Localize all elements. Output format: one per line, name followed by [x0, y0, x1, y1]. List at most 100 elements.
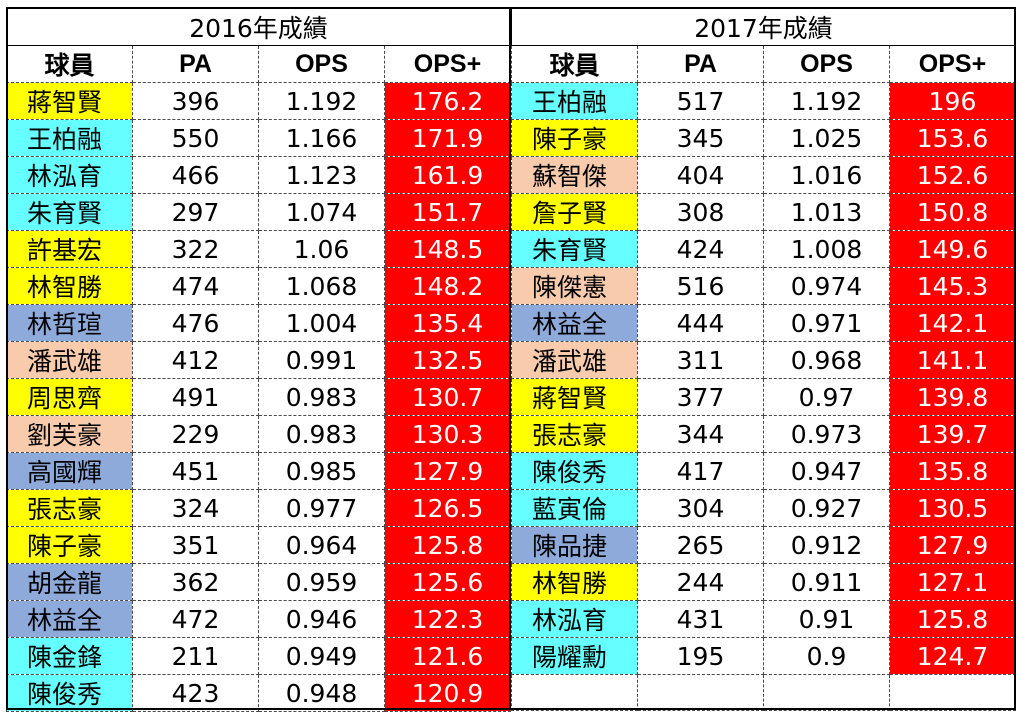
table-row: 胡金龍 362 0.959 125.6 [6, 563, 511, 601]
panel-title: 2017年成績 [511, 7, 1016, 46]
table-row: 陳傑憲 516 0.974 145.3 [511, 267, 1016, 305]
player-name-cell: 蘇智傑 [511, 156, 638, 194]
player-name-cell: 林益全 [511, 304, 638, 342]
pa-cell: 304 [637, 489, 764, 527]
pa-cell: 377 [637, 378, 764, 416]
table-row: 陳俊秀 423 0.948 120.9 [6, 674, 511, 712]
empty-cell [889, 674, 1016, 711]
player-name-cell: 陳品捷 [511, 526, 638, 564]
player-name-cell: 胡金龍 [6, 563, 133, 601]
header-ops-plus: OPS+ [384, 45, 511, 83]
pa-cell: 345 [637, 119, 764, 157]
table-row: 朱育賢 297 1.074 151.7 [6, 193, 511, 231]
player-name-cell: 周思齊 [6, 378, 133, 416]
player-name-cell: 王柏融 [6, 119, 133, 157]
player-name-cell: 陽耀勳 [511, 637, 638, 675]
ops-plus-cell: 132.5 [384, 341, 511, 379]
ops-cell: 1.013 [763, 193, 890, 231]
table-row: 林泓育 466 1.123 161.9 [6, 156, 511, 194]
panel-2017: 2017年成績 球員 PA OPS OPS+ 王柏融 517 1.192 196 陳子豪… [511, 7, 1016, 711]
pa-cell: 322 [132, 230, 259, 268]
header-ops-plus: OPS+ [889, 45, 1016, 83]
pa-cell: 451 [132, 452, 259, 490]
ops-cell: 0.977 [258, 489, 385, 527]
ops-plus-cell: 135.4 [384, 304, 511, 342]
ops-plus-cell: 127.9 [384, 452, 511, 490]
player-name-cell: 張志豪 [511, 415, 638, 453]
ops-plus-cell: 127.9 [889, 526, 1016, 564]
ops-cell: 0.991 [258, 341, 385, 379]
table-row: 王柏融 517 1.192 196 [511, 82, 1016, 120]
pa-cell: 404 [637, 156, 764, 194]
ops-cell: 0.947 [763, 452, 890, 490]
ops-plus-cell: 125.6 [384, 563, 511, 601]
pa-cell: 396 [132, 82, 259, 120]
player-name-cell: 劉芙豪 [6, 415, 133, 453]
pa-cell: 195 [637, 637, 764, 675]
table-row: 張志豪 344 0.973 139.7 [511, 415, 1016, 453]
table-row: 陳子豪 351 0.964 125.8 [6, 526, 511, 564]
pa-cell: 211 [132, 637, 259, 675]
empty-cell [763, 674, 890, 711]
ops-plus-cell: 124.7 [889, 637, 1016, 675]
ops-cell: 1.192 [763, 82, 890, 120]
empty-cell [637, 674, 764, 711]
player-name-cell: 朱育賢 [511, 230, 638, 268]
table-row: 許基宏 322 1.06 148.5 [6, 230, 511, 268]
ops-plus-cell: 148.5 [384, 230, 511, 268]
ops-cell: 0.911 [763, 563, 890, 601]
ops-plus-cell: 130.5 [889, 489, 1016, 527]
pa-cell: 516 [637, 267, 764, 305]
ops-plus-cell: 130.7 [384, 378, 511, 416]
ops-plus-cell: 139.8 [889, 378, 1016, 416]
table-row: 蔣智賢 377 0.97 139.8 [511, 378, 1016, 416]
ops-cell: 0.91 [763, 600, 890, 638]
panel-2016: 2016年成績 球員 PA OPS OPS+ 蔣智賢 396 1.192 176.2 王… [6, 7, 511, 712]
table-2017: 2017年成績 球員 PA OPS OPS+ 王柏融 517 1.192 196 陳子豪… [511, 7, 1016, 711]
table-row: 詹子賢 308 1.013 150.8 [511, 193, 1016, 231]
table-row: 朱育賢 424 1.008 149.6 [511, 230, 1016, 268]
table-row: 高國輝 451 0.985 127.9 [6, 452, 511, 490]
ops-plus-cell: 139.7 [889, 415, 1016, 453]
player-name-cell: 潘武雄 [511, 341, 638, 379]
player-name-cell: 王柏融 [511, 82, 638, 120]
ops-plus-cell: 122.3 [384, 600, 511, 638]
ops-plus-cell: 148.2 [384, 267, 511, 305]
ops-cell: 1.068 [258, 267, 385, 305]
pa-cell: 517 [637, 82, 764, 120]
ops-cell: 0.971 [763, 304, 890, 342]
rows-2017: 王柏融 517 1.192 196 陳子豪 345 1.025 153.6 蘇智傑 404 1.01… [511, 82, 1016, 711]
ops-plus-cell: 149.6 [889, 230, 1016, 268]
ops-cell: 0.968 [763, 341, 890, 379]
header-pa: PA [637, 45, 764, 83]
pa-cell: 444 [637, 304, 764, 342]
table-row: 林智勝 474 1.068 148.2 [6, 267, 511, 305]
pa-cell: 417 [637, 452, 764, 490]
player-name-cell: 陳金鋒 [6, 637, 133, 675]
ops-cell: 1.074 [258, 193, 385, 231]
table-row: 張志豪 324 0.977 126.5 [6, 489, 511, 527]
table-row: 蔣智賢 396 1.192 176.2 [6, 82, 511, 120]
pa-cell: 550 [132, 119, 259, 157]
ops-plus-cell: 171.9 [384, 119, 511, 157]
pa-cell: 412 [132, 341, 259, 379]
ops-cell: 0.974 [763, 267, 890, 305]
ops-plus-cell: 127.1 [889, 563, 1016, 601]
ops-cell: 1.06 [258, 230, 385, 268]
player-name-cell: 陳傑憲 [511, 267, 638, 305]
ops-cell: 0.964 [258, 526, 385, 564]
ops-plus-cell: 153.6 [889, 119, 1016, 157]
header-ops: OPS [763, 45, 890, 83]
ops-cell: 0.985 [258, 452, 385, 490]
player-name-cell: 林泓育 [511, 600, 638, 638]
table-row: 蘇智傑 404 1.016 152.6 [511, 156, 1016, 194]
ops-cell: 0.983 [258, 415, 385, 453]
ops-cell: 1.166 [258, 119, 385, 157]
ops-plus-cell: 176.2 [384, 82, 511, 120]
ops-cell: 1.016 [763, 156, 890, 194]
ops-cell: 0.97 [763, 378, 890, 416]
header-player: 球員 [511, 45, 638, 83]
ops-cell: 0.9 [763, 637, 890, 675]
ops-plus-cell: 161.9 [384, 156, 511, 194]
table-row: 陳子豪 345 1.025 153.6 [511, 119, 1016, 157]
